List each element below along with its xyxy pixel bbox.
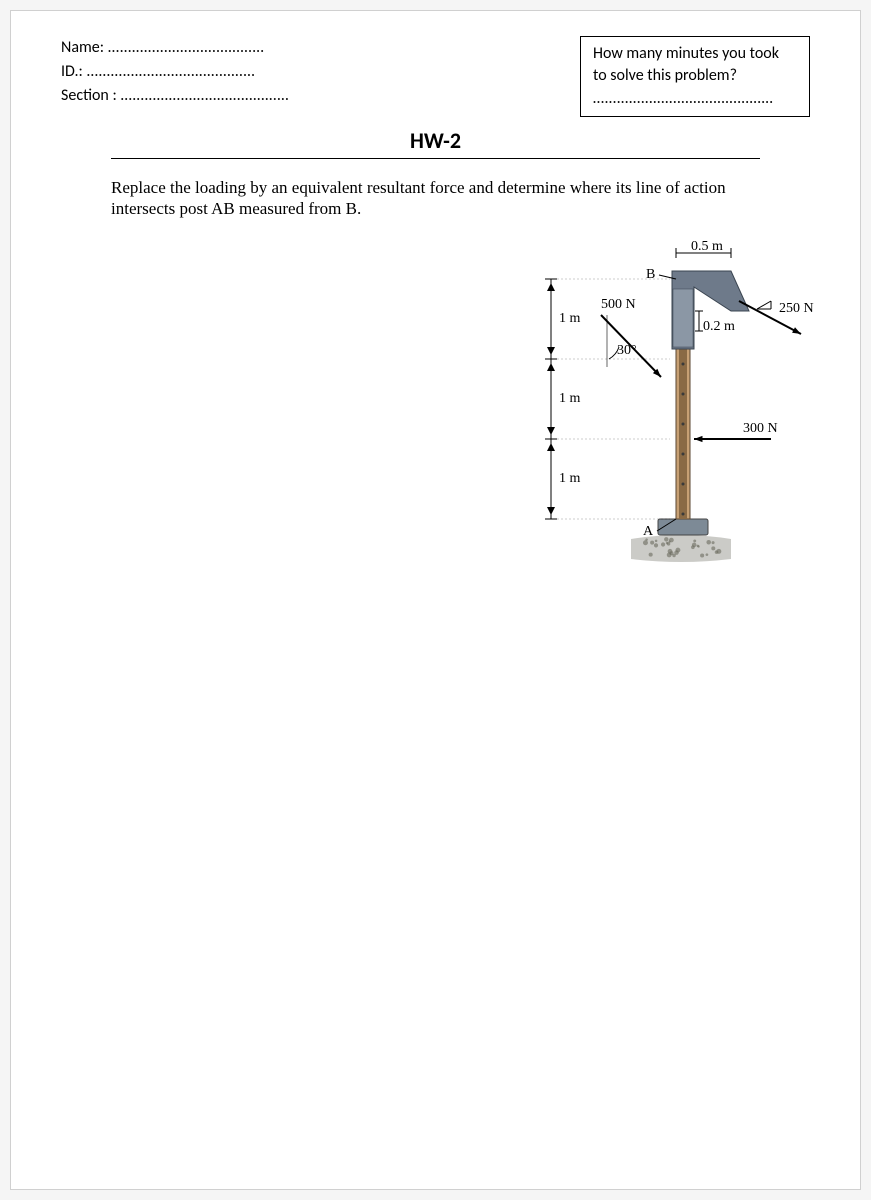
force-300-label: 300 N (743, 421, 778, 437)
time-box: How many minutes you took to solve this … (580, 36, 810, 117)
time-dots: ……………………………………… (593, 88, 797, 110)
dim-1m-upper: 1 m (559, 311, 580, 327)
figure-svg (481, 239, 831, 579)
force-250-label: 250 N (779, 301, 814, 317)
page-title: HW-2 (61, 127, 810, 154)
name-line: Name: ………………………………… (61, 36, 289, 60)
section-dots: …………………………………… (121, 84, 290, 108)
label-a: A (643, 524, 653, 540)
id-dots: …………………………………… (87, 60, 256, 84)
dim-05m: 0.5 m (691, 239, 723, 255)
dim-1m-lower: 1 m (559, 471, 580, 487)
title-rule (111, 158, 760, 159)
id-line: ID.: …………………………………… (61, 60, 289, 84)
time-line-1: How many minutes you took (593, 44, 779, 63)
name-dots: ………………………………… (108, 36, 265, 60)
problem-statement: Replace the loading by an equivalent res… (111, 177, 760, 220)
angle-30: 30° (617, 343, 637, 359)
left-fields: Name: ………………………………… ID.: …………………………………… … (61, 36, 289, 108)
id-label: ID.: (61, 60, 83, 84)
time-line-2: to solve this problem? (593, 66, 737, 85)
page: Name: ………………………………… ID.: …………………………………… … (10, 10, 861, 1190)
dim-1m-mid: 1 m (559, 391, 580, 407)
dim-02m: 0.2 m (703, 319, 735, 335)
force-500-label: 500 N (601, 297, 636, 313)
section-label: Section : (61, 84, 117, 108)
header-row: Name: ………………………………… ID.: …………………………………… … (61, 36, 810, 117)
section-line: Section : …………………………………… (61, 84, 289, 108)
label-b: B (646, 267, 655, 283)
name-label: Name: (61, 36, 104, 60)
figure: 0.5 m B A 0.2 m 1 m 1 m 1 m 500 N 30° 25… (481, 239, 831, 579)
